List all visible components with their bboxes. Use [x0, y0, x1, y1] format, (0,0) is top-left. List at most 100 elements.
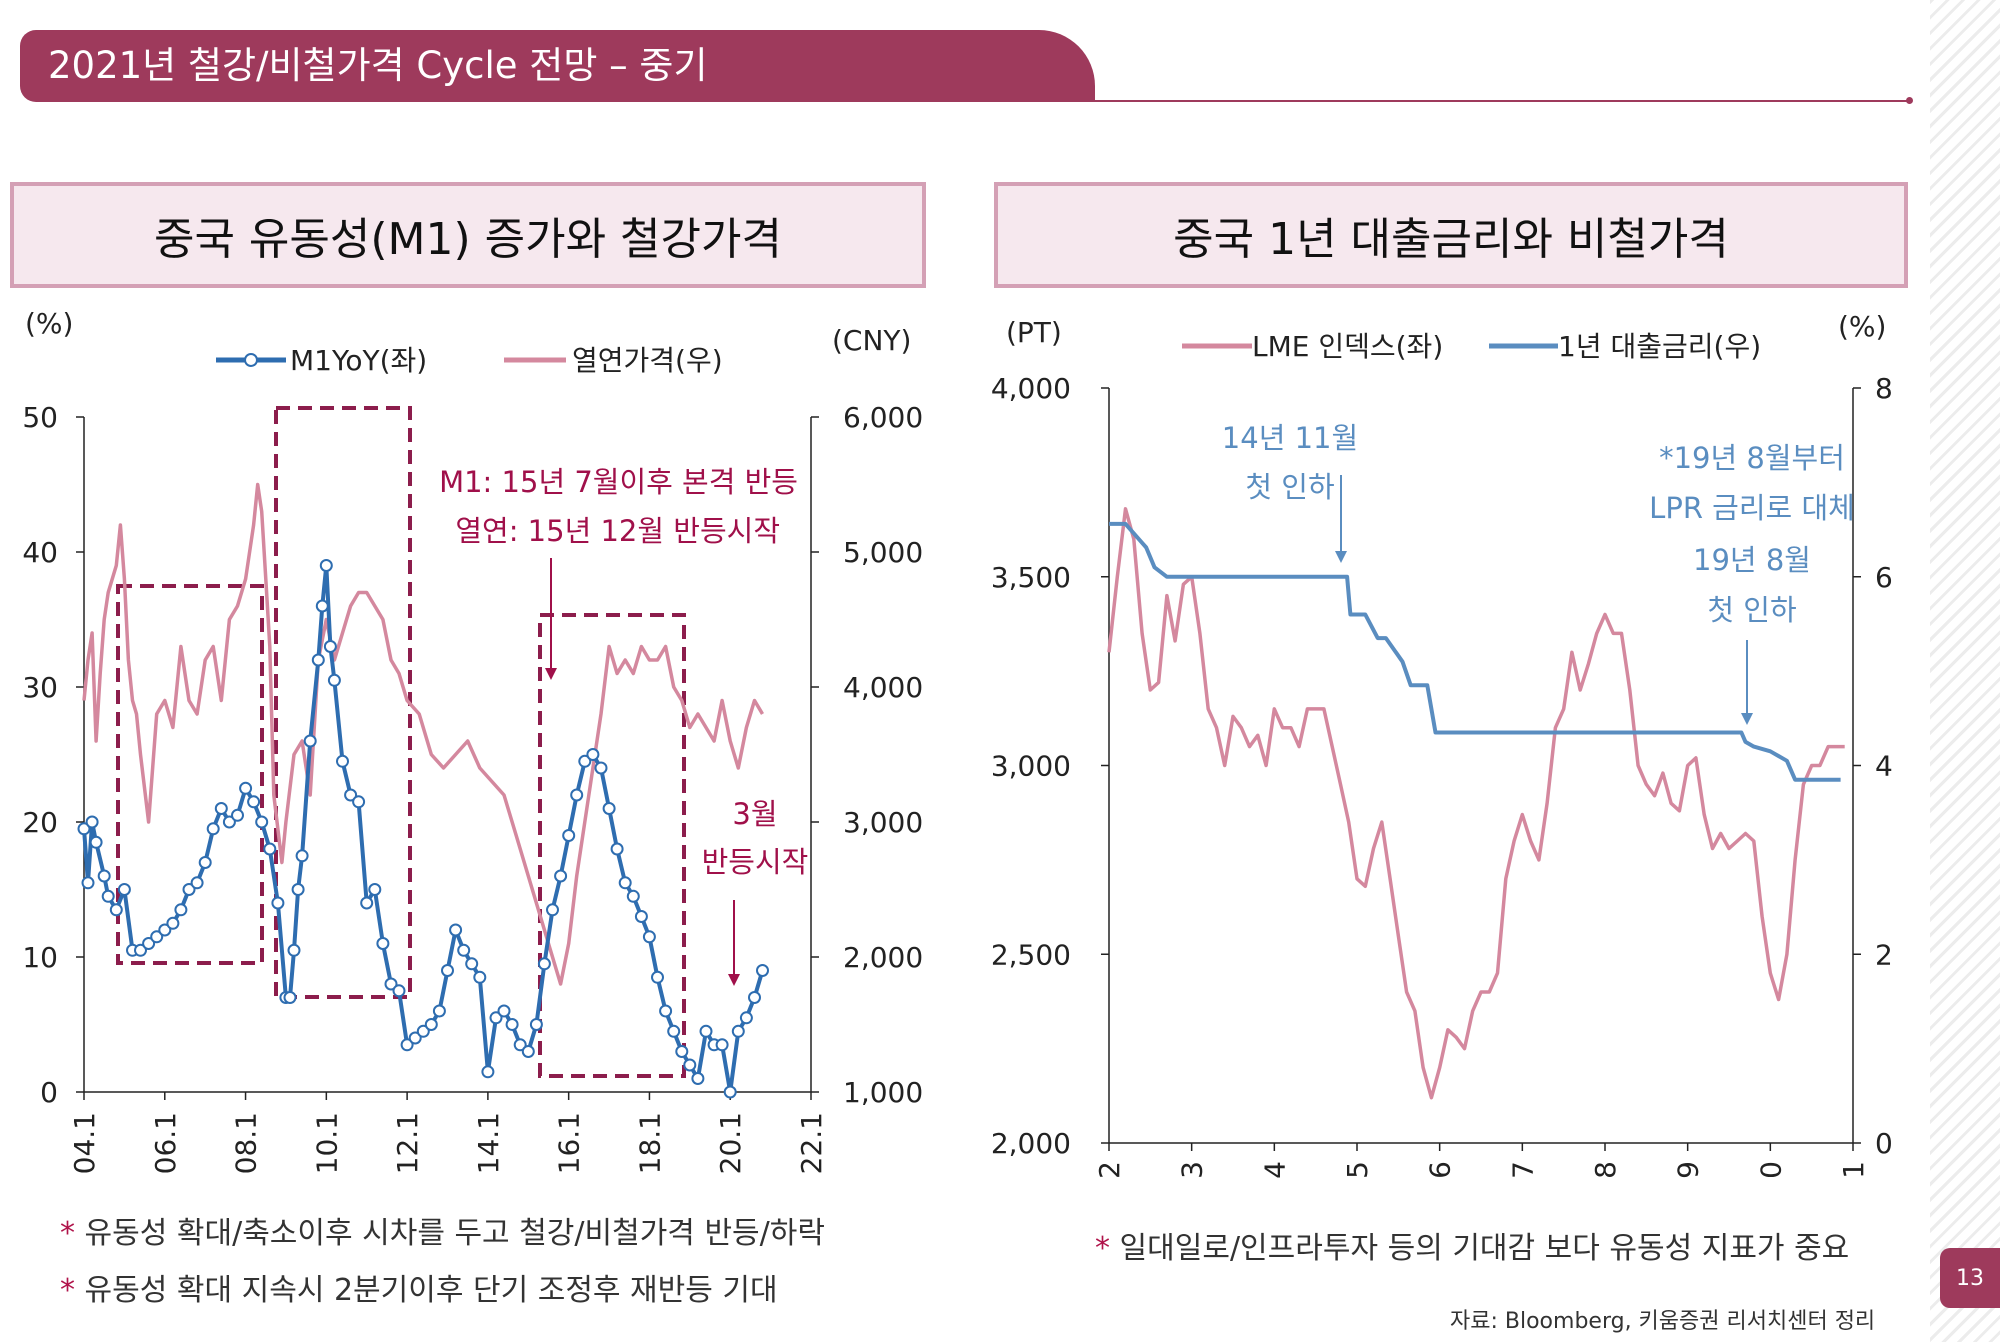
x-tick-label: 18 [1589, 1161, 1622, 1180]
annotation-hrc-rebound: 열연: 15년 12월 반등시작 [455, 514, 780, 548]
x-tick-label: 12.1 [391, 1112, 424, 1174]
annotation-arrow-2020-head [728, 974, 740, 986]
m1-yoy-point [117, 883, 131, 896]
m1-yoy-point [336, 754, 349, 768]
legend-lme-label: LME 인덱스(좌) [1252, 330, 1443, 363]
annotation-arrow-2015-head [545, 668, 557, 680]
left-chart-heading: 중국 유동성(M1) 증가와 철강가격 [10, 182, 926, 288]
title-bar [20, 30, 1095, 102]
m1-yoy-point [489, 1011, 503, 1025]
hrc-price-line [82, 482, 765, 986]
annotation-lpr-note-1: *19년 8월부터 [1659, 441, 1845, 475]
m1-yoy-point [481, 1065, 495, 1079]
annotation-cut-2014-date: 14년 11월 [1222, 421, 1358, 455]
m1-yoy-point [416, 1024, 430, 1038]
m1-yoy-point [432, 1004, 446, 1018]
x-tick-label: 16 [1424, 1161, 1457, 1180]
m1-yoy-point [626, 889, 640, 903]
note-marker: * [1095, 1231, 1110, 1266]
x-tick-label: 15 [1341, 1161, 1374, 1180]
y-left-tick-label: 0 [40, 1076, 58, 1109]
legend-hrc-label: 열연가격(우) [572, 344, 723, 377]
cycle-highlight-box [538, 613, 686, 1078]
m1-yoy-point [497, 1004, 511, 1018]
m1-yoy-point [457, 943, 471, 957]
m1-yoy-point [166, 916, 180, 930]
title-underline-dot [1906, 97, 1913, 104]
m1-yoy-point [101, 889, 115, 903]
annotation-cut-2019-date: 19년 8월 [1693, 543, 1811, 577]
right-chart-heading: 중국 1년 대출금리와 비철가격 [994, 182, 1908, 288]
left-note-1: * 유동성 확대/축소이후 시차를 두고 철강/비철가격 반등/하락 [60, 1208, 825, 1252]
y-left-tick-label: 30 [22, 671, 58, 704]
m1-yoy-point [291, 883, 305, 896]
lme-index-line [1107, 507, 1845, 1100]
m1-yoy-point [352, 795, 366, 809]
x-tick-label: 04.1 [68, 1112, 101, 1174]
m1-yoy-point [691, 1072, 705, 1085]
y-right-tick-label: 5,000 [843, 536, 923, 569]
m1-yoy-point [554, 869, 568, 883]
page-number: 13 [1940, 1248, 2000, 1308]
right-note-1-text: 일대일로/인프라투자 등의 기대감 보다 유동성 지표가 중요 [1119, 1231, 1850, 1266]
m1-yoy-point [449, 923, 463, 937]
y-left-tick-label: 50 [22, 401, 58, 434]
m1-yoy-point [384, 977, 398, 991]
m1-yoy-point [513, 1038, 527, 1052]
m1-hot-rolled-chart: 0 10 20 30 40 50 1,000 2,000 3,000 4,000 5,000 6,00… [22, 307, 923, 1174]
m1-yoy-point [190, 876, 204, 890]
m1-yoy-point [723, 1085, 737, 1099]
x-tick-label: 14 [1258, 1161, 1291, 1180]
annotation-rebound-start: 반등시작 [702, 845, 809, 879]
m1-yoy-point [182, 883, 196, 896]
source-note: 자료: Bloomberg, 키움증권 리서치센터 정리 [1450, 1309, 1876, 1334]
m1-yoy-point [756, 964, 769, 977]
right-axis-unit: (%) [1838, 310, 1886, 343]
m1-yoy-point [586, 748, 600, 761]
m1-yoy-point [546, 903, 559, 917]
left-axis-unit: (PT) [1006, 316, 1062, 349]
annotation-arrow-2019-head [1741, 713, 1753, 725]
y-right-tick-label: 2,000 [843, 941, 923, 974]
m1-yoy-point [97, 869, 111, 883]
m1-yoy-point [231, 808, 244, 822]
lme-loan-rate-chart: 2,000 2,500 3,000 3,500 4,000 0 2 4 6 8 12 13 14 15 16… [991, 310, 1893, 1180]
m1-yoy-point [441, 964, 454, 977]
x-tick-label: 12 [1093, 1161, 1126, 1180]
m1-yoy-point [521, 1045, 535, 1058]
m1-yoy-point [311, 653, 325, 667]
x-tick-label: 20 [1754, 1161, 1787, 1180]
m1-yoy-point [360, 896, 374, 910]
annotation-march: 3월 [732, 797, 777, 831]
y-right-tick-label: 0 [1875, 1127, 1893, 1160]
y-left-tick-label: 20 [22, 806, 58, 839]
x-tick-label: 19 [1672, 1161, 1705, 1180]
x-tick-label: 14.1 [472, 1112, 505, 1174]
left-note-2: * 유동성 확대 지속시 2분기이후 단기 조정후 재반등 기대 [60, 1265, 778, 1309]
right-axis-unit: (CNY) [832, 324, 911, 357]
m1-yoy-point [634, 910, 648, 923]
y-right-tick-label: 6 [1875, 561, 1893, 594]
m1-yoy-point [400, 1038, 414, 1052]
m1-yoy-point [659, 1004, 673, 1018]
m1-yoy-point [109, 903, 123, 917]
m1-yoy-point [303, 734, 317, 748]
note-marker: * [60, 1273, 75, 1308]
m1-yoy-point [594, 761, 608, 775]
legend-m1-marker [244, 353, 258, 367]
cycle-highlight-box [116, 584, 264, 965]
m1-yoy-point [699, 1024, 713, 1038]
m1-yoy-point [89, 835, 103, 849]
m1-yoy-point [295, 849, 309, 863]
m1-yoy-point [675, 1045, 689, 1058]
y-left-tick-label: 3,500 [991, 561, 1071, 594]
note-marker: * [60, 1216, 75, 1251]
m1-yoy-point [77, 822, 91, 836]
m1-yoy-point [247, 795, 261, 809]
m1-yoy-point [505, 1018, 519, 1031]
m1-yoy-point [150, 930, 164, 944]
m1-yoy-point [651, 970, 664, 984]
x-tick-label: 08.1 [230, 1112, 263, 1174]
m1-yoy-point [731, 1024, 745, 1038]
loan-rate-line [1109, 521, 1841, 782]
